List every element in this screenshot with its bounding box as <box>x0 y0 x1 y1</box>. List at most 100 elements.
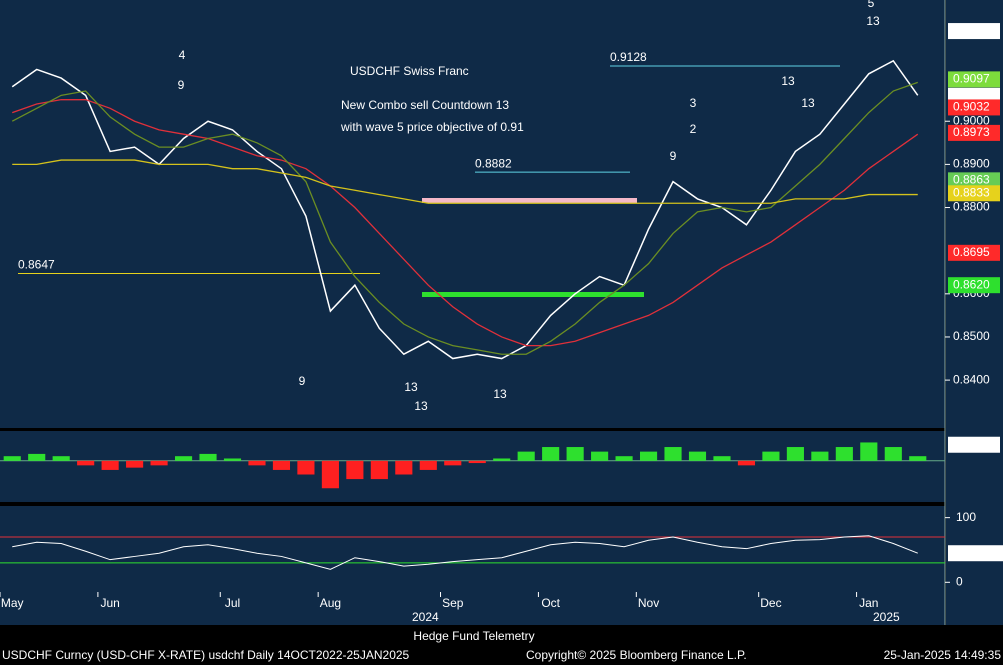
price-tag <box>948 23 1000 40</box>
x-tick-label: Oct <box>541 596 560 610</box>
histogram-bar <box>444 460 462 466</box>
x-axis-panel <box>0 592 945 625</box>
price-tag-label: 0.9032 <box>953 100 990 114</box>
histogram-bar <box>591 451 609 461</box>
footer-title: Hedge Fund Telemetry <box>413 629 534 643</box>
copyright: Copyright© 2025 Bloomberg Finance L.P. <box>526 648 747 662</box>
histogram-bar <box>272 460 291 470</box>
x-tick-label: Jun <box>100 596 119 610</box>
plot: 0.90000.89000.88000.86000.85000.84000.91… <box>0 0 1003 610</box>
level-label: 0.9128 <box>610 50 647 64</box>
histogram-bar <box>28 453 46 461</box>
td-count: 2 <box>690 122 697 136</box>
td-count: 9 <box>299 374 306 388</box>
histogram-bar <box>101 460 119 470</box>
td-count: 13 <box>414 399 428 413</box>
price-panel <box>0 0 945 428</box>
level-label: 0.8647 <box>18 258 55 272</box>
td-count: 9 <box>670 149 677 163</box>
histogram-bar <box>860 442 878 461</box>
timestamp: 25-Jan-2025 14:49:35 <box>884 648 1002 662</box>
level-label: 0.8882 <box>475 156 512 170</box>
y-tick-label: 0.8400 <box>953 372 990 386</box>
macd-panel <box>0 431 945 502</box>
rsi-panel <box>0 506 945 592</box>
td-count: 13 <box>781 74 795 88</box>
histogram-bar <box>223 458 242 461</box>
moving-average <box>12 99 919 347</box>
td-count: 4 <box>179 48 186 62</box>
annotation: New Combo sell Countdown 13 <box>341 98 509 112</box>
rsi-line <box>12 535 918 570</box>
price-tag-label: 0.8620 <box>953 277 990 291</box>
histogram-bar <box>835 447 853 461</box>
histogram-bar <box>248 460 266 466</box>
price-line <box>11 59 919 360</box>
histogram-bar <box>884 447 902 461</box>
histogram-bar <box>566 447 584 461</box>
value-tag <box>948 436 1000 453</box>
histogram-bar <box>419 460 437 470</box>
year-label: 2025 <box>873 610 900 624</box>
price-tag <box>948 244 1000 261</box>
histogram-bar <box>762 451 780 461</box>
x-tick-label: Jan <box>859 596 878 610</box>
histogram-bar <box>126 460 144 468</box>
year-label: 2024 <box>412 610 439 624</box>
x-tick-label: Aug <box>320 596 341 610</box>
price-tag <box>948 124 1000 141</box>
y-tick-label: 0.8800 <box>953 200 990 214</box>
price-tag-label: 0.8973 <box>953 125 990 139</box>
price-tag-label: 0.9209 <box>953 23 990 37</box>
histogram-bar <box>664 447 682 461</box>
price-tag-label: 0.9059 <box>953 88 990 102</box>
histogram-bar <box>493 458 511 461</box>
x-tick-label: Nov <box>638 596 659 610</box>
y-tick-label: 0.8500 <box>953 329 990 343</box>
value-tag <box>948 545 1003 562</box>
histogram-bar <box>297 460 315 475</box>
histogram-bar <box>321 460 339 489</box>
price-tag-label: 0.8863 <box>953 173 990 187</box>
price-tag <box>948 185 1000 202</box>
histogram-bar <box>174 456 193 461</box>
histogram-bar <box>811 451 829 461</box>
td-count: 5 <box>868 0 875 10</box>
td-count: 3 <box>690 96 697 110</box>
histogram-bar <box>3 456 21 461</box>
td-count: 9 <box>178 78 185 92</box>
td-count: 13 <box>493 387 507 401</box>
histogram-bar <box>346 460 364 480</box>
footer-source: USDCHF Curncy (USD-CHF X-RATE) usdchf Da… <box>2 648 410 662</box>
price-tag <box>948 71 1000 88</box>
y-tick-label: 0.9000 <box>953 113 990 127</box>
histogram-bar <box>688 451 707 461</box>
histogram-bar <box>786 447 804 461</box>
td-count: 13 <box>801 96 815 110</box>
histogram-bar <box>713 456 731 461</box>
td-count: 13 <box>404 380 418 394</box>
histogram-bar <box>517 451 535 461</box>
price-tag <box>948 172 1000 189</box>
value-tag-label: 0.0035 <box>953 437 990 451</box>
y-tick-label: 100 <box>956 510 976 524</box>
histogram-bar <box>395 460 413 475</box>
zone-pink <box>422 198 637 203</box>
td-count: 13 <box>866 14 880 28</box>
histogram-bar <box>468 460 486 464</box>
annotation: with wave 5 price objective of 0.91 <box>340 120 524 134</box>
histogram-bar <box>542 447 560 461</box>
y-tick-label: 0.8900 <box>953 157 990 171</box>
histogram-bar <box>639 451 658 461</box>
moving-average <box>11 81 918 355</box>
histogram-bar <box>615 456 633 461</box>
x-tick-label: Jul <box>225 596 240 610</box>
histogram-bar <box>77 460 95 466</box>
price-tag-label: 0.9097 <box>953 72 990 86</box>
histogram-bar <box>199 453 217 461</box>
price-tag <box>948 277 1000 294</box>
histogram-bar <box>150 460 168 466</box>
zone-green <box>422 292 644 297</box>
